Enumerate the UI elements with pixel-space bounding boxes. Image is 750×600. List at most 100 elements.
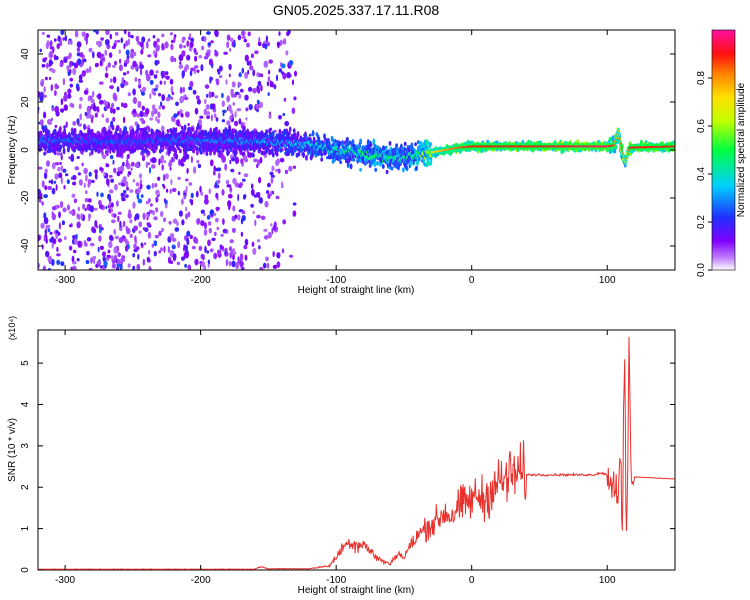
heatmap-cell <box>41 31 45 35</box>
heatmap-cell <box>63 58 68 63</box>
heatmap-cell <box>226 120 231 126</box>
heatmap-cell <box>60 98 64 106</box>
heatmap-cell <box>204 84 210 89</box>
heatmap-cell <box>241 215 246 222</box>
heatmap-cell <box>239 253 244 261</box>
heatmap-cell <box>190 192 194 199</box>
heatmap-cell <box>116 86 120 93</box>
heatmap-cell <box>167 256 172 264</box>
heatmap-cell <box>166 128 170 134</box>
heatmap-cell <box>97 246 100 253</box>
heatmap-cell <box>65 121 68 128</box>
heatmap-cell <box>96 191 99 197</box>
heatmap-cell <box>272 224 277 231</box>
heatmap-cell <box>105 205 108 210</box>
heatmap-cell <box>58 172 63 179</box>
heatmap-cell <box>63 94 68 102</box>
heatmap-cell <box>200 220 205 227</box>
heatmap-cell <box>158 230 162 236</box>
heatmap-cell <box>148 249 151 255</box>
heatmap-cell <box>132 60 137 68</box>
heatmap-cell <box>140 128 143 134</box>
heatmap-cell <box>104 49 108 56</box>
heatmap-cell <box>231 93 235 98</box>
heatmap-cell <box>213 252 218 260</box>
heatmap-cell <box>93 105 97 112</box>
heatmap-cell <box>246 42 250 48</box>
heatmap-cell <box>152 104 156 111</box>
heatmap-cell <box>249 60 252 67</box>
heatmap-cell <box>288 60 294 66</box>
heatmap-cell <box>279 39 283 47</box>
heatmap-cell <box>268 69 271 75</box>
heatmap-cell <box>259 267 264 270</box>
heatmap-cell <box>227 150 231 155</box>
heatmap-cell <box>182 86 185 93</box>
heatmap-cell <box>48 180 52 184</box>
heatmap-cell <box>231 113 234 120</box>
heatmap-cell <box>65 173 69 177</box>
heatmap-cell <box>90 257 93 264</box>
heatmap-cell <box>234 91 240 95</box>
heatmap-cell <box>164 199 168 205</box>
heatmap-cell <box>109 106 113 114</box>
heatmap-cell <box>196 69 200 73</box>
heatmap-cell <box>207 221 212 226</box>
heatmap-cell <box>241 160 244 164</box>
heatmap-cell <box>292 79 294 86</box>
heatmap-cell <box>270 176 274 184</box>
heatmap-cell <box>55 184 58 191</box>
heatmap-cell <box>108 189 114 194</box>
heatmap-cell <box>241 30 246 36</box>
heatmap-cell <box>210 40 214 44</box>
heatmap-cell <box>190 156 193 164</box>
heatmap-cell <box>163 160 167 164</box>
heatmap-cell <box>257 159 261 166</box>
heatmap-cell <box>171 237 177 242</box>
heatmap-cell <box>369 142 373 148</box>
heatmap-cell <box>105 104 108 111</box>
heatmap-cell <box>204 98 207 105</box>
heatmap-cell <box>57 238 63 243</box>
heatmap-cell <box>252 69 256 77</box>
heatmap-cell <box>101 57 105 61</box>
heatmap-cell <box>194 258 199 266</box>
heatmap-cell <box>83 167 88 175</box>
heatmap-cell <box>284 169 288 175</box>
heatmap-cell <box>111 213 114 217</box>
heatmap-cell <box>213 113 217 119</box>
heatmap-cell <box>292 128 296 133</box>
heatmap-cell <box>117 167 122 172</box>
heatmap-cell <box>76 118 80 125</box>
heatmap-cell <box>100 192 104 198</box>
heatmap-cell <box>86 250 90 256</box>
heatmap-cell <box>108 200 112 206</box>
heatmap-cell <box>171 187 177 193</box>
heatmap-cell <box>47 185 52 191</box>
heatmap-cell <box>78 213 81 221</box>
heatmap-cell <box>94 169 98 174</box>
heatmap-cell <box>205 111 211 115</box>
heatmap-cell <box>116 266 120 270</box>
heatmap-cell <box>83 89 89 95</box>
heatmap-cell <box>70 39 73 45</box>
heatmap-cell <box>153 74 158 79</box>
heatmap-cell <box>165 75 170 80</box>
heatmap-cell <box>138 230 142 234</box>
heatmap-cell <box>114 235 120 240</box>
heatmap-cell <box>207 259 211 265</box>
heatmap-cell <box>49 46 53 50</box>
heatmap-cell <box>141 150 145 154</box>
heatmap-cell <box>88 47 93 53</box>
heatmap-cell <box>61 220 65 226</box>
heatmap-cell <box>126 70 130 75</box>
heatmap-cell <box>158 250 162 254</box>
heatmap-cell <box>116 106 120 111</box>
heatmap-cell <box>188 33 192 38</box>
heatmap-cell <box>347 159 351 163</box>
heatmap-cell <box>132 179 135 183</box>
heatmap-cell <box>60 152 63 157</box>
heatmap-cell <box>247 86 253 92</box>
heatmap-cell <box>133 225 139 231</box>
